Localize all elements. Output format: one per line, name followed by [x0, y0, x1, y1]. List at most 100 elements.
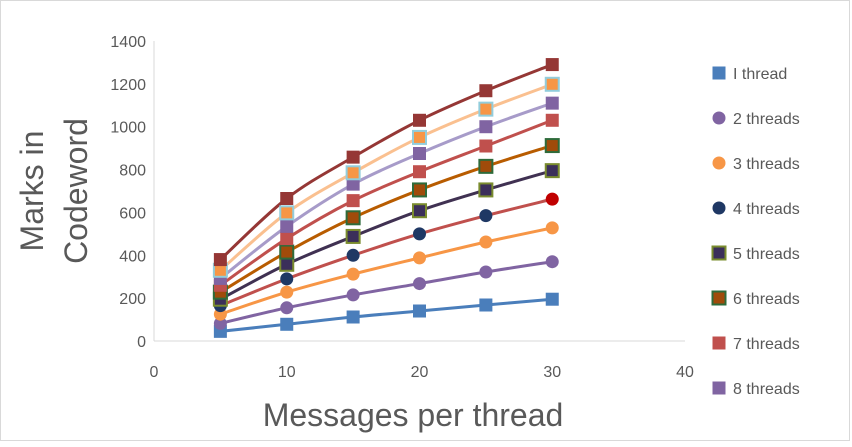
- legend-label: 2 threads: [733, 111, 800, 128]
- data-point: [479, 139, 493, 153]
- data-point: [280, 232, 294, 246]
- data-point: [479, 265, 493, 279]
- data-point: [479, 120, 493, 134]
- y-axis-label-line-2: Codeword: [58, 118, 94, 264]
- series-line-9: [219, 82, 553, 272]
- data-point: [413, 251, 426, 265]
- data-point: [413, 165, 426, 179]
- series-points: [212, 58, 560, 338]
- x-axis-label: Messages per thread: [263, 397, 564, 433]
- y-tick-label: 1400: [110, 34, 146, 51]
- data-point: [279, 256, 295, 272]
- legend-item: 3 threads: [712, 156, 800, 173]
- series-lines: [219, 63, 553, 333]
- legend-item: 4 threads: [712, 201, 800, 218]
- x-tick-label: 30: [543, 364, 561, 381]
- data-point: [345, 228, 361, 244]
- data-point: [345, 165, 361, 181]
- x-tick-label: 40: [676, 364, 694, 381]
- y-tick-label: 1000: [110, 120, 146, 137]
- data-point: [544, 76, 560, 92]
- x-tick-label: 20: [411, 364, 429, 381]
- y-axis-label-line-1: Marks in: [14, 131, 50, 252]
- data-point: [279, 205, 295, 221]
- legend-item: 8 threads: [712, 381, 800, 398]
- data-point: [412, 182, 427, 198]
- data-point: [544, 163, 560, 179]
- legend-label: 3 threads: [733, 156, 800, 173]
- data-point: [545, 96, 559, 110]
- y-tick-label: 0: [137, 334, 146, 351]
- legend-marker: [712, 381, 726, 395]
- data-point: [413, 304, 426, 318]
- legend-marker: [712, 201, 726, 215]
- legend-label: 5 threads: [733, 246, 800, 263]
- data-point: [545, 255, 559, 269]
- legend-label: 4 threads: [733, 201, 800, 218]
- data-point: [478, 182, 494, 198]
- y-tick-label: 800: [119, 163, 146, 180]
- data-point: [479, 298, 493, 312]
- data-point: [346, 288, 360, 302]
- data-point: [412, 129, 427, 145]
- tick-labels: 0 200 400 600 800 1000 1200 1400 0 10 20 30 40: [110, 34, 694, 381]
- data-point: [213, 316, 227, 330]
- data-point: [545, 221, 559, 235]
- legend-marker: [712, 336, 726, 350]
- data-point: [479, 84, 493, 98]
- legend-label: 7 threads: [733, 336, 800, 353]
- data-point: [479, 235, 493, 249]
- legend-item: 7 threads: [712, 336, 800, 353]
- data-point: [413, 227, 426, 241]
- legend-item: 2 threads: [712, 111, 800, 128]
- data-point: [479, 209, 493, 223]
- series-line-2: [220, 260, 553, 325]
- legend-item: I thread: [712, 66, 787, 83]
- data-point: [280, 317, 294, 331]
- data-point: [545, 292, 559, 306]
- legend-marker: [711, 245, 727, 261]
- data-point: [280, 219, 294, 233]
- series-line-5: [219, 169, 553, 301]
- legend: I thread 2 threads 3 threads 4 threads 5 thr…: [711, 66, 800, 398]
- data-point: [280, 301, 294, 315]
- legend-marker: [711, 290, 727, 306]
- data-point: [346, 177, 360, 191]
- data-point: [280, 192, 294, 205]
- data-point: [413, 147, 426, 160]
- series-line-1: [220, 297, 553, 333]
- data-point: [346, 150, 360, 164]
- data-point: [545, 192, 559, 206]
- axes: [153, 41, 685, 342]
- data-point: [544, 138, 560, 154]
- legend-label: I thread: [733, 66, 787, 83]
- data-point: [280, 272, 294, 286]
- y-tick-label: 1200: [110, 77, 146, 94]
- legend-item: 6 threads: [711, 290, 800, 308]
- x-tick-label: 10: [278, 364, 296, 381]
- data-point: [478, 158, 494, 174]
- legend-label: 8 threads: [733, 381, 800, 398]
- data-point: [346, 248, 360, 262]
- legend-marker: [712, 111, 726, 125]
- data-point: [279, 244, 295, 260]
- y-tick-label: 200: [119, 291, 146, 308]
- y-tick-label: 600: [119, 205, 146, 222]
- data-point: [345, 210, 361, 226]
- data-point: [545, 58, 559, 72]
- data-point: [545, 113, 559, 127]
- series-line-8: [219, 101, 553, 280]
- data-point: [413, 113, 426, 127]
- series-line-3: [219, 226, 553, 316]
- legend-item: 5 threads: [711, 245, 800, 263]
- data-point: [346, 310, 360, 324]
- data-point: [213, 253, 227, 267]
- data-point: [346, 267, 360, 281]
- legend-marker: [712, 156, 726, 170]
- x-tick-label: 0: [150, 364, 159, 381]
- data-point: [412, 203, 427, 219]
- data-point: [478, 101, 494, 117]
- legend-label: 6 threads: [733, 291, 800, 308]
